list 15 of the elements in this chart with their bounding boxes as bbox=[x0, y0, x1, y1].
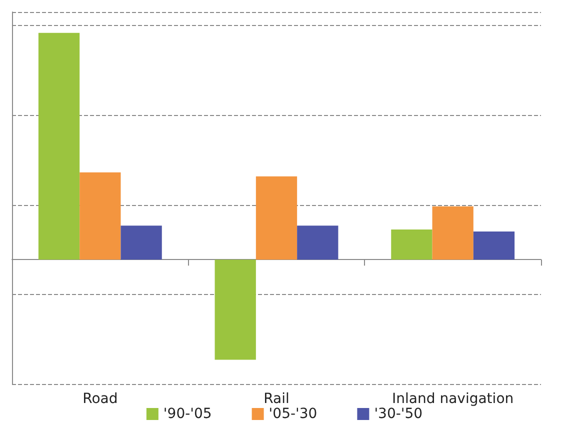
bar bbox=[256, 176, 298, 260]
x-tick-label: Inland navigation bbox=[392, 391, 514, 407]
x-tick-label: Road bbox=[82, 391, 118, 407]
bar bbox=[214, 260, 256, 360]
bar bbox=[432, 206, 474, 260]
bar bbox=[80, 172, 121, 260]
legend-label: '05-'30 bbox=[268, 406, 318, 422]
bar bbox=[297, 226, 338, 260]
legend-label: '90-'05 bbox=[163, 406, 212, 422]
bar bbox=[473, 232, 515, 260]
bar bbox=[38, 32, 80, 260]
legend-label: '30-'50 bbox=[374, 406, 423, 422]
x-tick-label: Rail bbox=[264, 391, 290, 407]
bar bbox=[120, 226, 162, 260]
bar bbox=[391, 229, 432, 260]
